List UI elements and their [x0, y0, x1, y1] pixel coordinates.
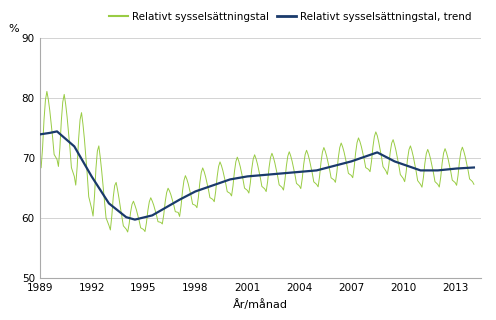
X-axis label: År/månad: År/månad [233, 299, 288, 310]
Text: %: % [9, 24, 19, 34]
Legend: Relativt sysselsättningstal, Relativt sysselsättningstal, trend: Relativt sysselsättningstal, Relativt sy… [105, 8, 476, 26]
